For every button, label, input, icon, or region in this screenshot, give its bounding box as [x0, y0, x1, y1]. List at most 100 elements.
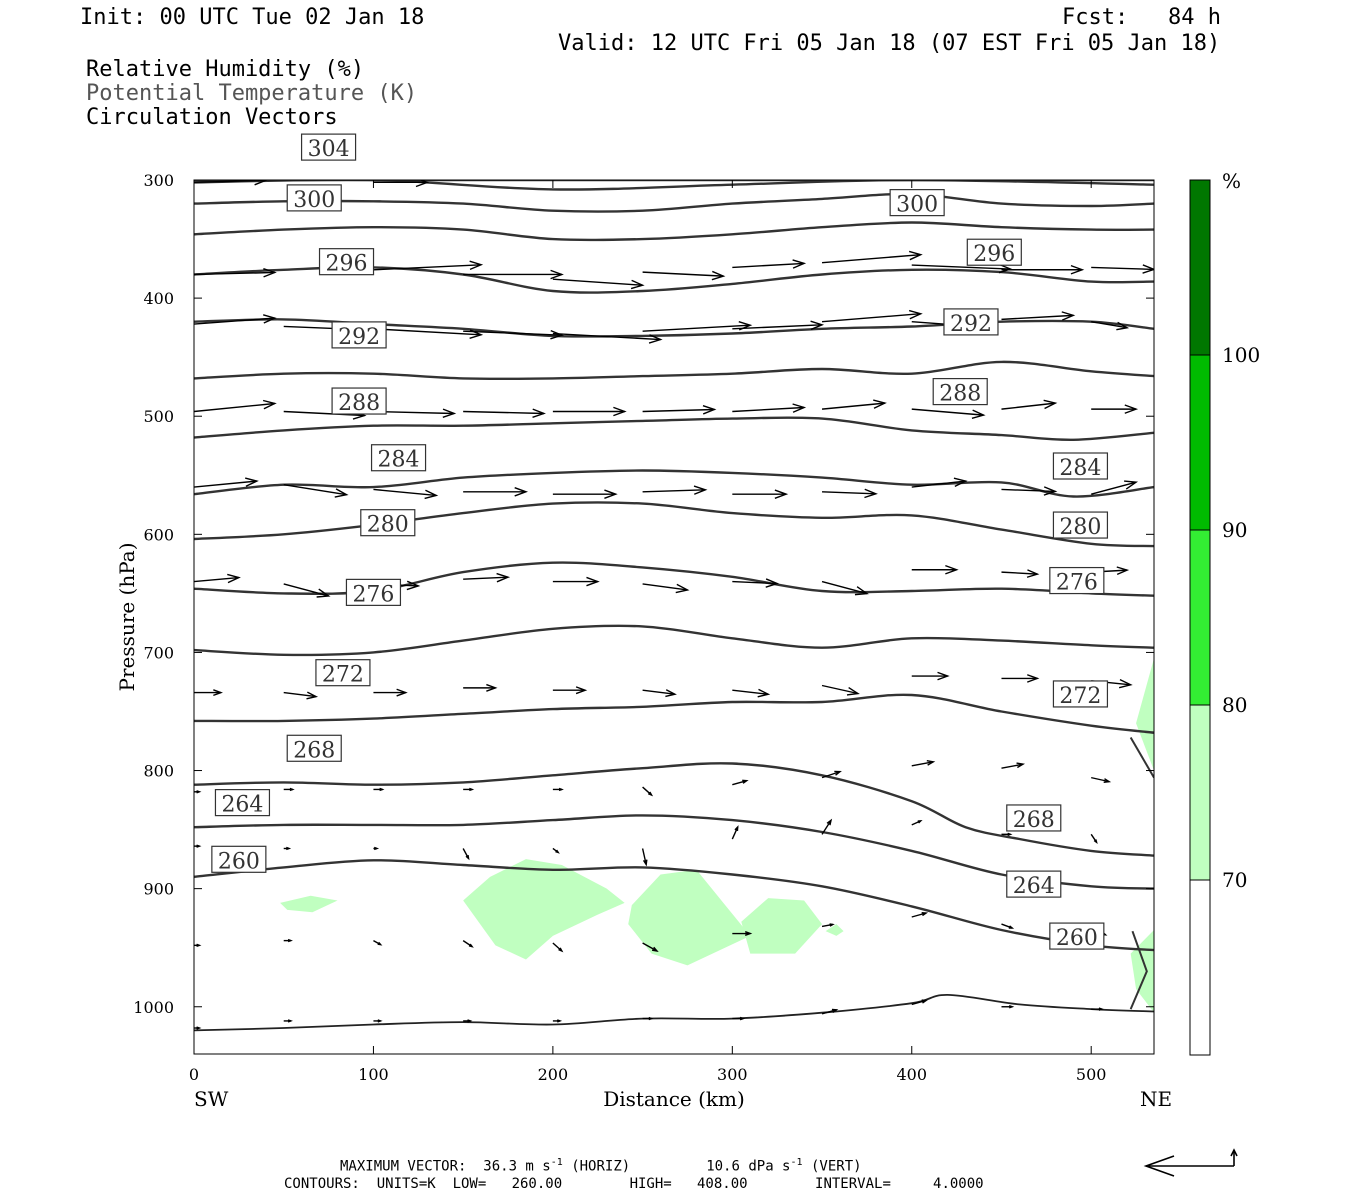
isentrope-label-box [286, 734, 342, 762]
vector-23 [194, 399, 277, 413]
isentrope-label-280-left: 280 [360, 509, 416, 538]
vector-29 [732, 403, 807, 413]
isentrope-label-text: 284 [378, 448, 420, 473]
isentrope-label-text: 304 [308, 137, 350, 162]
isentrope-label-box [370, 444, 427, 472]
vector-62 [732, 688, 771, 698]
vector-91 [373, 940, 383, 946]
isentrope-label-box [300, 133, 357, 161]
isentrope-label-272-right: 272 [1052, 680, 1109, 709]
isentrope-292 [194, 416, 1154, 442]
x-axis-label: Distance (km) [603, 1087, 745, 1111]
isentrope-label-box [345, 578, 402, 606]
vector-16 [552, 332, 663, 344]
vector-46 [283, 583, 331, 598]
isentrope-label-text: 264 [221, 793, 263, 818]
colorbar-segment-3 [1189, 704, 1211, 881]
vector-80 [373, 846, 380, 851]
vector-54 [1001, 569, 1040, 578]
isentrope-label-text: 292 [950, 312, 992, 337]
vector-71 [552, 787, 564, 792]
isentrope-label-text: 300 [293, 188, 335, 213]
rh-region-0 [280, 895, 338, 913]
y-tick-label-1000: 1000 [133, 998, 174, 1017]
isentrope-label-box [315, 659, 371, 687]
vector-104 [552, 1019, 563, 1023]
vector-11 [1091, 264, 1154, 274]
y-tick-label-800: 800 [143, 762, 174, 781]
vector-105 [642, 1016, 654, 1021]
isentrope-label-text: 288 [939, 382, 981, 407]
x-tick-label-0: 0 [189, 1065, 199, 1084]
vector-28 [642, 405, 717, 415]
isentrope-label-284-right: 284 [1052, 452, 1109, 481]
vector-44 [1091, 480, 1139, 495]
vector-9 [911, 263, 1013, 274]
isentrope-label-text: 296 [326, 252, 368, 277]
colorbar: 100 90 80 70% [1189, 169, 1260, 1056]
vector-53 [911, 564, 959, 575]
isentrope-label-box [1052, 680, 1109, 708]
sw-label: SW [194, 1087, 229, 1111]
vector-57 [283, 691, 319, 700]
vector-32 [1001, 399, 1058, 410]
vector-78 [194, 844, 202, 848]
isentrope-label-text: 260 [218, 849, 260, 874]
isentrope-label-box [211, 845, 267, 873]
vector-98 [1001, 923, 1015, 929]
vector-31 [911, 408, 986, 419]
vector-10 [1001, 264, 1085, 275]
vector-22 [1091, 321, 1130, 331]
vector-72 [642, 786, 654, 797]
vector-102 [373, 1019, 383, 1023]
vector-60 [552, 686, 588, 695]
isentrope-label-text: 272 [1059, 684, 1101, 709]
colorbar-level-90: 90 [1222, 518, 1247, 542]
vector-68 [283, 787, 295, 792]
theta-labels: 260 264 268 272 276 280 284 288 292 296 300 304 260 2… [211, 133, 1109, 951]
isentrope-label-text: 284 [1059, 456, 1101, 481]
colorbar-level-80: 80 [1222, 693, 1247, 717]
isentrope-label-box [889, 189, 945, 217]
vector-93 [552, 942, 564, 953]
vector-2 [194, 267, 277, 278]
vector-59 [463, 683, 498, 692]
isentrope-label-text: 268 [1013, 808, 1055, 833]
vector-56 [194, 689, 223, 697]
vector-107 [821, 1008, 839, 1015]
legend-vectors: Circulation Vectors [86, 105, 338, 130]
max-vector-vert-tag: (VERT) [802, 1158, 862, 1175]
vector-37 [463, 487, 529, 497]
isentrope-label-296-left: 296 [318, 248, 375, 277]
vector-33 [1091, 404, 1139, 414]
isentrope-260 [194, 859, 1154, 952]
rh-region-4 [825, 924, 844, 936]
legend-theta: Potential Temperature (K) [86, 81, 418, 106]
vector-36 [373, 488, 439, 500]
vector-45 [194, 573, 241, 584]
isentrope-276 [194, 624, 1154, 657]
max-vector-line: MAXIMUM VECTOR: 36.3 m s-1 (HORIZ) 10.6 d… [340, 1157, 862, 1175]
vector-6 [642, 270, 726, 281]
vector-35 [283, 484, 349, 498]
max-vector-horiz-tag: (HORIZ) [562, 1158, 631, 1175]
isentrope-label-268-right: 268 [1006, 804, 1062, 833]
contour-info-line: CONTOURS: UNITS=K LOW= 260.00 HIGH= 408.… [284, 1176, 984, 1192]
vector-58 [373, 688, 408, 697]
y-tick-label-700: 700 [143, 643, 174, 662]
colorbar-unit: % [1222, 169, 1241, 193]
vector-106 [732, 1016, 746, 1021]
vector-4 [463, 269, 564, 280]
max-vector-vert: 10.6 dPa s [706, 1158, 791, 1175]
isentrope-label-text: 288 [338, 391, 380, 416]
isentrope-label-304-left: 304 [300, 133, 357, 162]
isentrope-label-box [360, 509, 416, 537]
rh-region-3 [741, 898, 823, 954]
x-tick-label-100: 100 [358, 1065, 389, 1084]
vector-67 [194, 790, 202, 794]
vector-92 [462, 940, 474, 948]
isentrope-label-box [1006, 870, 1062, 898]
rh-region-2 [628, 869, 751, 966]
isentrope-312 [194, 192, 1154, 213]
